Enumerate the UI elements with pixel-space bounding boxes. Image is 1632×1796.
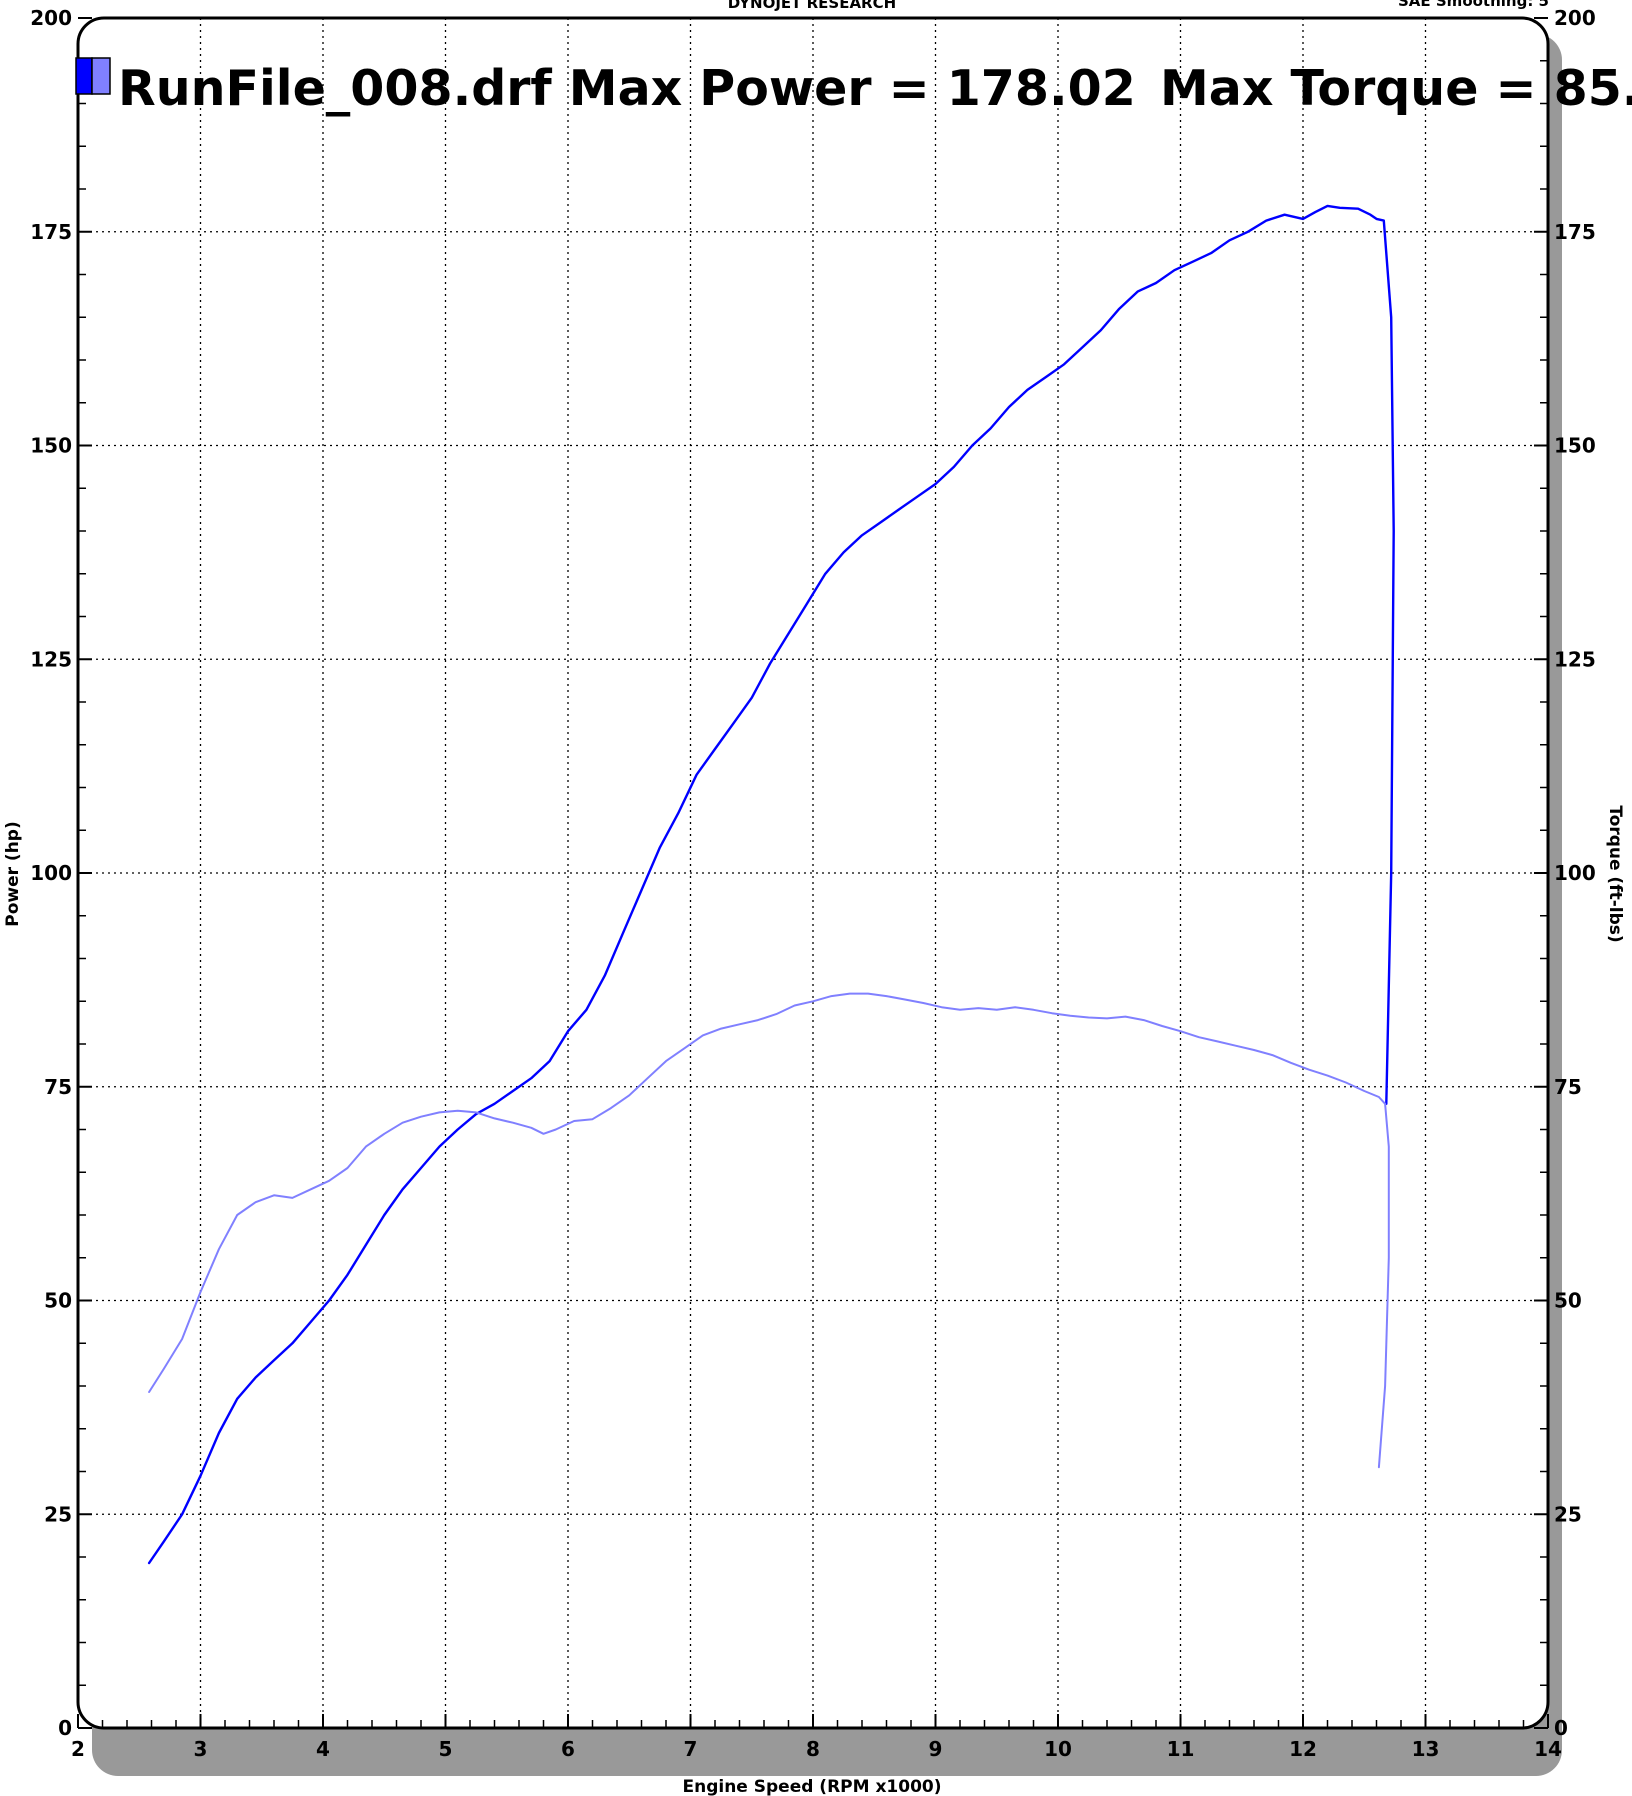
y2-tick-label: 50 <box>1554 1289 1582 1313</box>
x-axis-title: Engine Speed (RPM x1000) <box>682 1777 941 1796</box>
y-tick-label: 0 <box>58 1716 72 1740</box>
y-tick-label: 150 <box>30 434 72 458</box>
y-tick-label: 100 <box>30 861 72 885</box>
x-tick-label: 8 <box>806 1737 820 1761</box>
x-tick-label: 9 <box>929 1737 943 1761</box>
header-right-text: SAE Smoothing: 5 <box>1398 0 1549 10</box>
x-tick-label: 6 <box>561 1737 575 1761</box>
y-tick-label: 50 <box>44 1289 72 1313</box>
x-tick-label: 2 <box>71 1737 85 1761</box>
y-tick-label: 125 <box>30 647 72 671</box>
series-lines <box>147 204 1395 1565</box>
y-tick-label: 175 <box>30 220 72 244</box>
grid <box>78 18 1548 1728</box>
legend-swatch-torque <box>91 57 111 95</box>
y2-tick-labels: 0 25 50 75 100 125 150 175 200 <box>1554 6 1596 1740</box>
y2-tick-label: 75 <box>1554 1075 1582 1099</box>
y2-tick-label: 125 <box>1554 647 1596 671</box>
x-tick-label: 14 <box>1534 1737 1562 1761</box>
x-tick-label: 4 <box>316 1737 330 1761</box>
x-tick-label: 5 <box>439 1737 453 1761</box>
x-tick-label: 13 <box>1412 1737 1440 1761</box>
series-line-power <box>147 204 1395 1565</box>
axis-ticks <box>77 17 1549 1729</box>
legend: RunFile_008.drf Max Power = 178.02 Max T… <box>75 57 1632 117</box>
y2-tick-label: 100 <box>1554 861 1596 885</box>
series-line-torque <box>148 992 1390 1469</box>
y2-axis-title: Torque (ft-lbs) <box>1605 805 1625 942</box>
legend-swatch-power <box>75 57 93 95</box>
y2-tick-label: 200 <box>1554 6 1596 30</box>
header-center-text: DYNOJET RESEARCH <box>728 0 896 12</box>
x-tick-label: 10 <box>1044 1737 1072 1761</box>
y2-tick-label: 25 <box>1554 1502 1582 1526</box>
x-tick-label: 12 <box>1289 1737 1317 1761</box>
y2-tick-label: 175 <box>1554 220 1596 244</box>
y-axis-title: Power (hp) <box>3 821 23 927</box>
y2-tick-label: 0 <box>1554 1716 1568 1740</box>
legend-entry-power: RunFile_008.drf Max Power = 178.02 <box>118 60 1136 117</box>
x-tick-label: 11 <box>1167 1737 1195 1761</box>
legend-entry-torque: Max Torque = 85.9 <box>1160 60 1632 117</box>
x-tick-label: 7 <box>684 1737 698 1761</box>
x-tick-label: 3 <box>194 1737 208 1761</box>
y2-tick-label: 150 <box>1554 434 1596 458</box>
y-tick-label: 75 <box>44 1075 72 1099</box>
y-tick-labels: 0 25 50 75 100 125 150 175 200 <box>30 6 72 1740</box>
x-tick-labels: 2 3 4 5 6 7 8 9 10 11 12 13 14 <box>71 1737 1562 1761</box>
y-tick-label: 200 <box>30 6 72 30</box>
y-tick-label: 25 <box>44 1502 72 1526</box>
